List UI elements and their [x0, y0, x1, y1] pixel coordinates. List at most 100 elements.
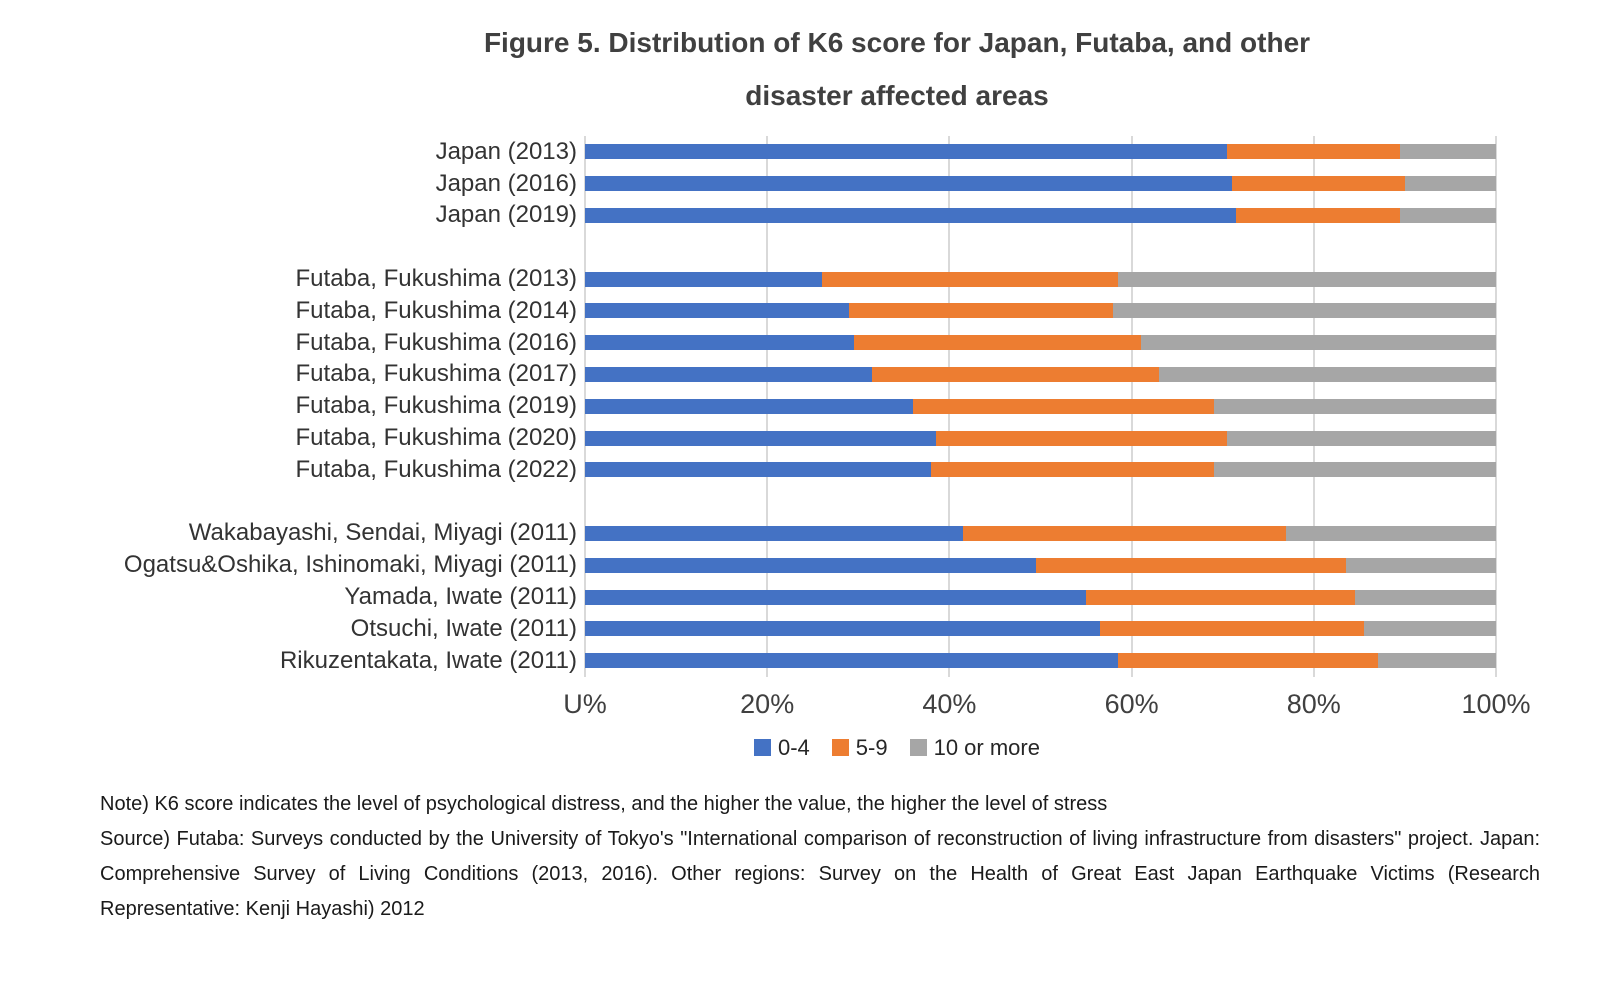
legend-item: 10 or more [909, 734, 1040, 761]
bar-segment-10-or-more [1363, 621, 1496, 637]
bar-track [585, 398, 1496, 414]
bar-segment-0-4 [585, 366, 872, 382]
bar-track [585, 557, 1496, 573]
bar-row: Wakabayashi, Sendai, Miyagi (2011) [0, 518, 1604, 550]
bar-segment-0-4 [585, 303, 850, 319]
category-label: Japan (2013) [435, 137, 577, 165]
note-text: Note) K6 score indicates the level of ps… [100, 792, 1108, 815]
bar-segment-0-4 [585, 462, 932, 478]
bar-segment-0-4 [585, 589, 1087, 605]
bar-segment-10-or-more [1213, 398, 1496, 414]
x-tick-label: 60% [1104, 688, 1159, 719]
bar-row: Futaba, Fukushima (2019) [0, 390, 1604, 422]
plot-area: Japan (2013) Japan (2016) Japan (2019) Futa… [0, 136, 1604, 677]
bar-segment-10-or-more [1213, 462, 1496, 478]
bar-segment-10-or-more [1117, 271, 1496, 287]
bar-segment-10-or-more [1227, 430, 1496, 446]
category-label: Futaba, Fukushima (2016) [295, 328, 577, 356]
bar-track [585, 335, 1496, 351]
bar-track [585, 589, 1496, 605]
bar-row: Japan (2013) [0, 136, 1604, 168]
legend: 0-4 5-9 10 or more [190, 735, 1604, 761]
bar-track [585, 176, 1496, 192]
bar-segment-0-4 [585, 144, 1228, 160]
bar-segment-0-4 [585, 430, 936, 446]
bar-segment-5-9 [871, 366, 1159, 382]
bar-segment-0-4 [585, 398, 913, 414]
category-label: Japan (2019) [435, 201, 577, 229]
bar-segment-10-or-more [1140, 335, 1496, 351]
bar-track [585, 525, 1496, 541]
bar-segment-0-4 [585, 557, 1036, 573]
bar-row: Futaba, Fukushima (2016) [0, 327, 1604, 359]
bar-row: Japan (2019) [0, 200, 1604, 232]
x-tick-label: 80% [1286, 688, 1341, 719]
group-gap [0, 231, 1604, 263]
bar-segment-5-9 [1236, 207, 1401, 223]
category-label: Futaba, Fukushima (2022) [295, 455, 577, 483]
bar-segment-5-9 [1035, 557, 1346, 573]
category-label: Futaba, Fukushima (2014) [295, 296, 577, 324]
bar-track [585, 621, 1496, 637]
bar-segment-0-4 [585, 207, 1237, 223]
bar-row: Rikuzentakata, Iwate (2011) [0, 645, 1604, 677]
x-tick-label: 20% [740, 688, 795, 719]
category-label: Futaba, Fukushima (2013) [295, 265, 577, 293]
source-text: Source) Futaba: Surveys conducted by the… [100, 827, 1540, 920]
bar-segment-0-4 [585, 176, 1232, 192]
legend-swatch-icon [831, 739, 849, 757]
legend-swatch-icon [909, 739, 927, 757]
gridline [1495, 136, 1497, 677]
bar-segment-5-9 [849, 303, 1114, 319]
category-label: Futaba, Fukushima (2019) [295, 392, 577, 420]
bar-segment-0-4 [585, 271, 822, 287]
category-label: Wakabayashi, Sendai, Miyagi (2011) [188, 519, 577, 547]
bar-track [585, 462, 1496, 478]
bar-row: Futaba, Fukushima (2014) [0, 295, 1604, 327]
bar-segment-0-4 [585, 621, 1100, 637]
bar-row: Otsuchi, Iwate (2011) [0, 613, 1604, 645]
chart-title-line2: disaster affected areas [745, 80, 1049, 111]
bar-row: Ogatsu&Oshika, Ishinomaki, Miyagi (2011) [0, 549, 1604, 581]
group-gap [0, 486, 1604, 518]
bar-segment-5-9 [1099, 621, 1364, 637]
category-label: Otsuchi, Iwate (2011) [350, 614, 577, 642]
bar-segment-10-or-more [1400, 144, 1496, 160]
bar-segment-10-or-more [1400, 207, 1496, 223]
legend-label: 5-9 [855, 734, 888, 760]
bar-segment-5-9 [1086, 589, 1355, 605]
bar-segment-10-or-more [1158, 366, 1496, 382]
legend-swatch-icon [754, 739, 771, 757]
bar-segment-5-9 [1117, 653, 1378, 669]
bar-segment-5-9 [963, 525, 1287, 541]
bar-segment-5-9 [1231, 176, 1405, 192]
x-axis: U% 20% 40% 60% 80% 100% [563, 677, 1530, 725]
bar-segment-5-9 [912, 398, 1214, 414]
bar-row: Yamada, Iwate (2011) [0, 581, 1604, 613]
category-label: Japan (2016) [435, 169, 577, 197]
bar-track [585, 207, 1496, 223]
bar-row: Futaba, Fukushima (2022) [0, 454, 1604, 486]
plot-rows: Japan (2013) Japan (2016) Japan (2019) Futa… [0, 136, 1604, 677]
chart-title-line1: Figure 5. Distribution of K6 score for J… [483, 27, 1311, 58]
bar-segment-10-or-more [1286, 525, 1496, 541]
bar-row: Futaba, Fukushima (2017) [0, 359, 1604, 391]
x-tick-label: 100% [1461, 688, 1531, 719]
bar-segment-10-or-more [1354, 589, 1496, 605]
legend-label: 10 or more [933, 734, 1040, 760]
x-tick-label: U% [563, 688, 607, 719]
category-label: Ogatsu&Oshika, Ishinomaki, Miyagi (2011) [123, 551, 577, 579]
bar-segment-0-4 [585, 653, 1118, 669]
bar-segment-0-4 [585, 335, 854, 351]
category-label: Futaba, Fukushima (2020) [295, 424, 577, 452]
bar-track [585, 430, 1496, 446]
bar-track [585, 653, 1496, 669]
notes-section: Note) K6 score indicates the level of ps… [100, 787, 1540, 927]
bar-segment-10-or-more [1345, 557, 1496, 573]
bar-track [585, 366, 1496, 382]
bar-track [585, 144, 1496, 160]
bar-row: Japan (2016) [0, 168, 1604, 200]
bar-segment-10-or-more [1404, 176, 1496, 192]
category-label: Futaba, Fukushima (2017) [295, 360, 577, 388]
bar-track [585, 271, 1496, 287]
